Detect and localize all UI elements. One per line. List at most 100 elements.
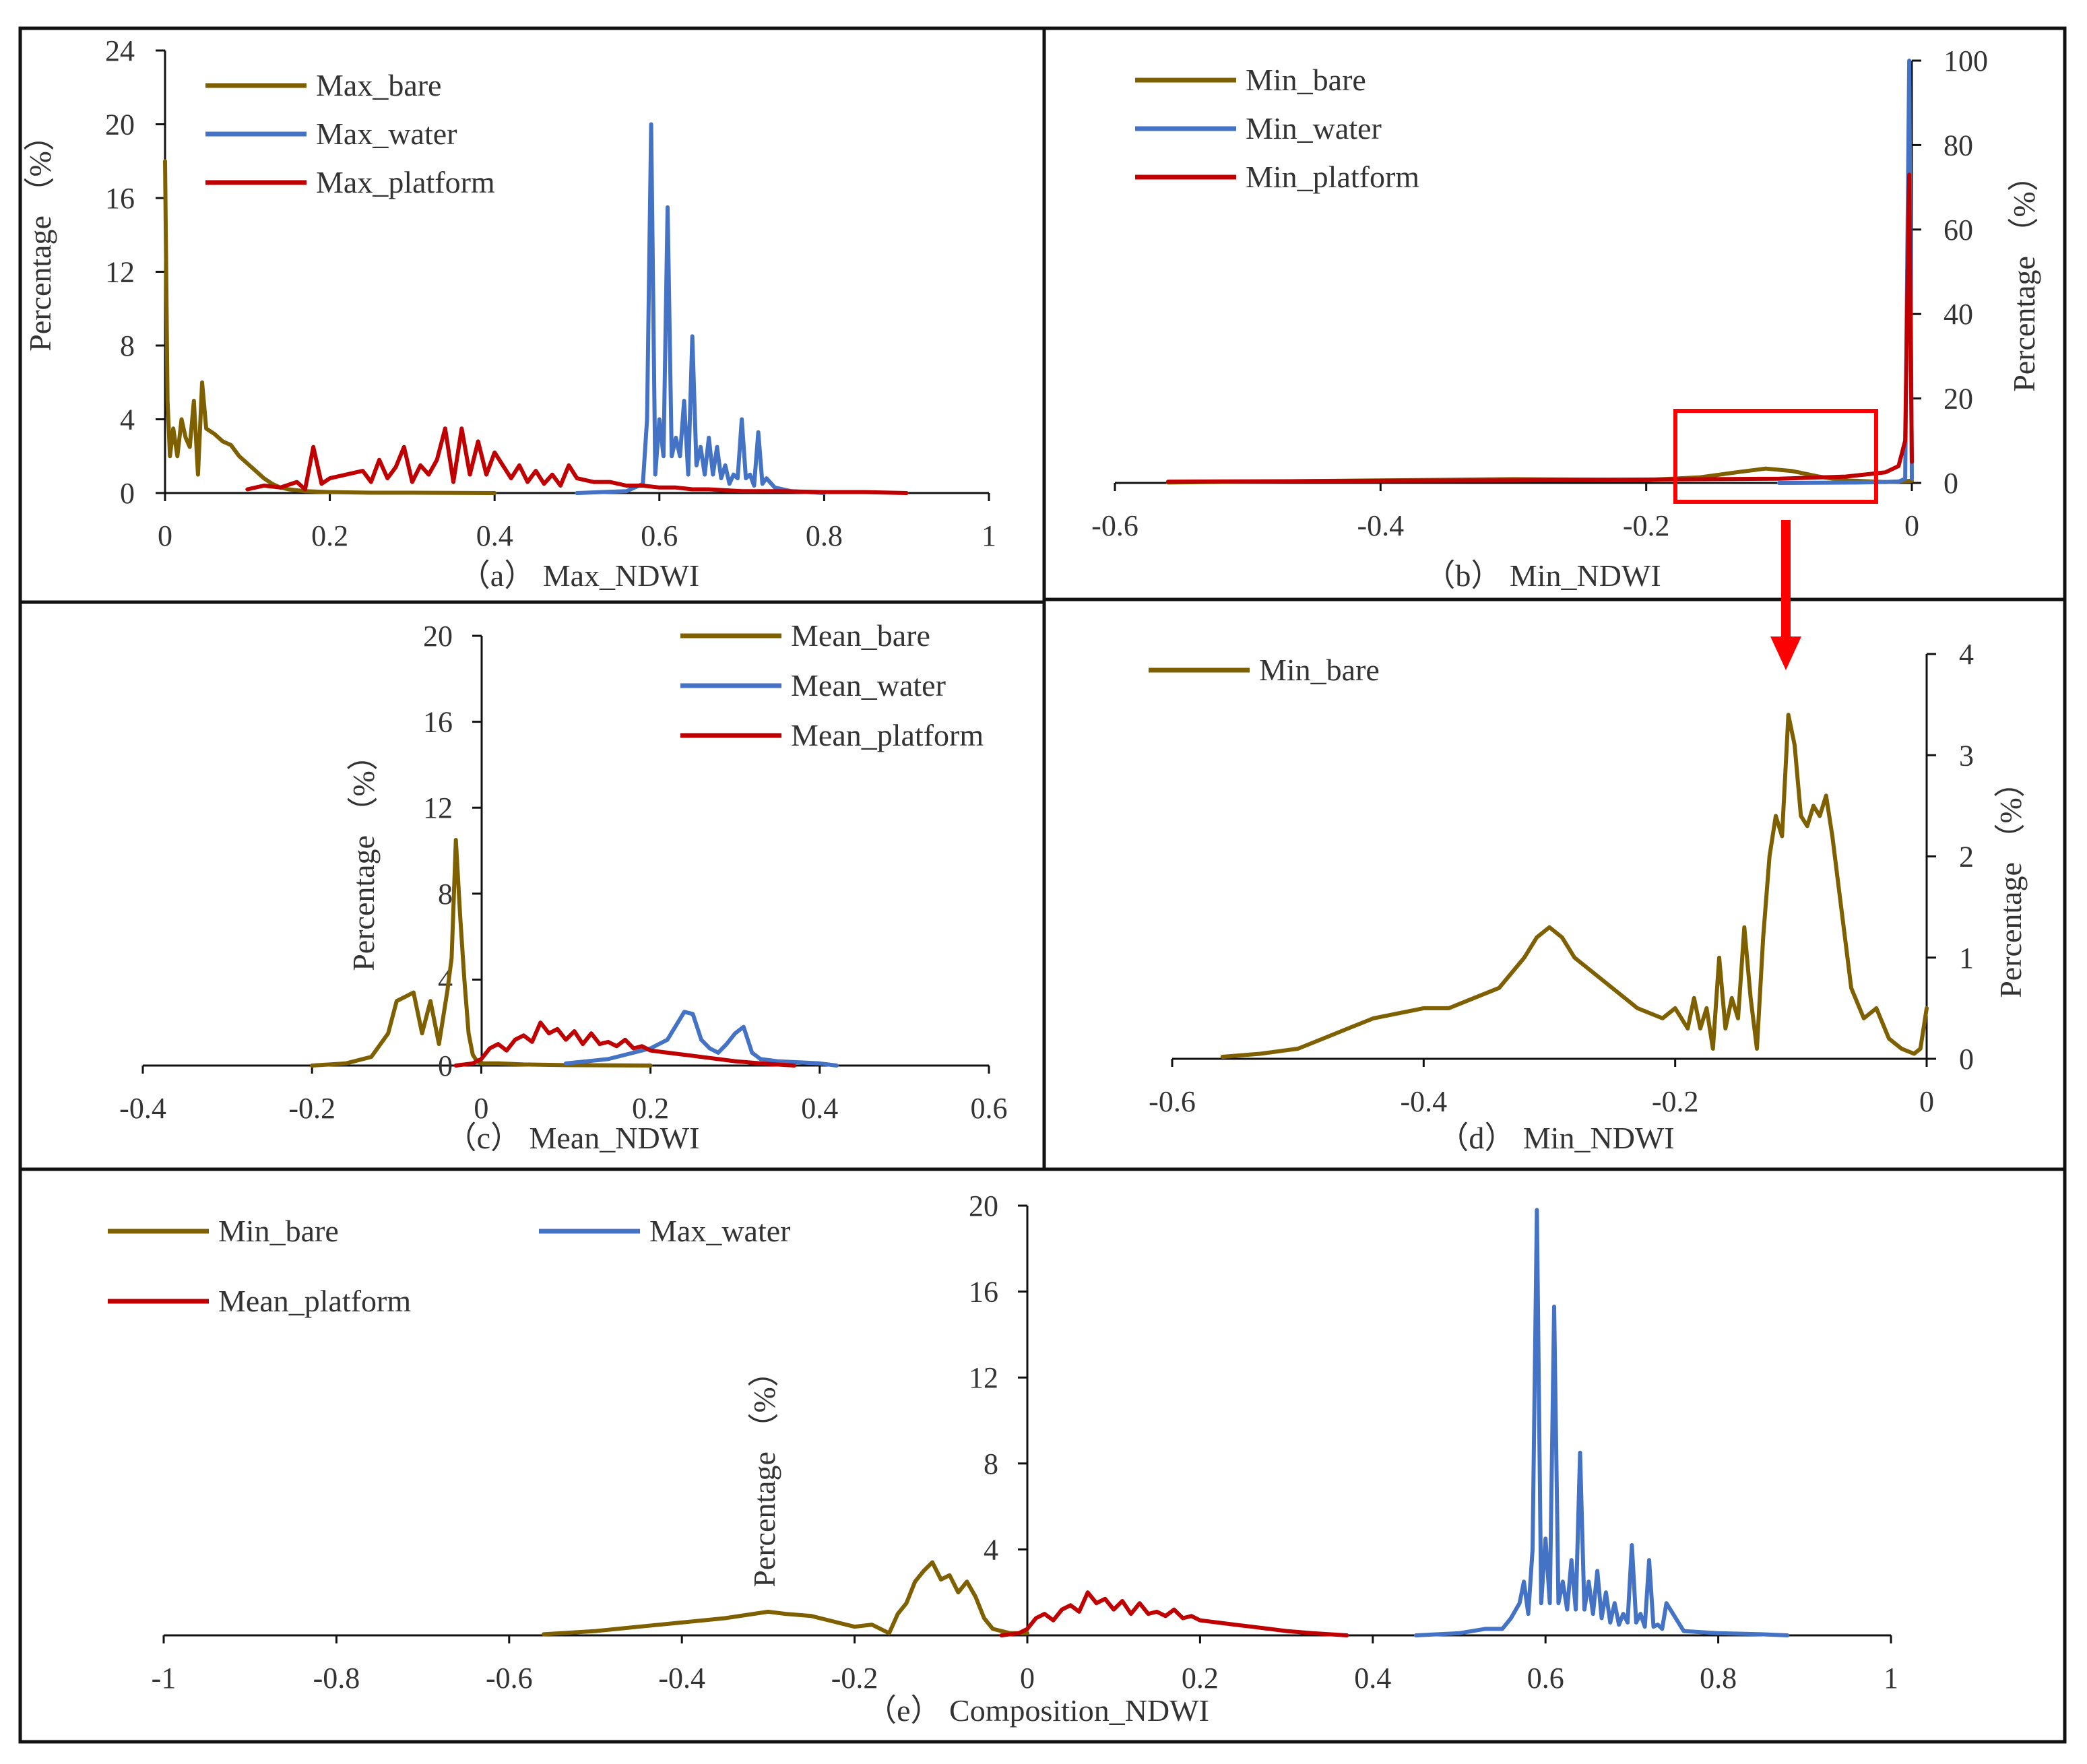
chart-e-y-tick-label: 8 [984,1447,998,1480]
zoom-highlight-box [1673,409,1878,504]
chart-d-min-ndwi-zoom: -0.6 -0.4 -0.2 00 1 2 3 4 Min_bare Percentage （%）… [1149,638,2028,1155]
chart-e-y-tick-label: 12 [969,1361,998,1394]
chart-e-y-tick-label: 4 [984,1533,998,1566]
chart-b-legend-label: Min_water [1246,111,1382,145]
chart-d-caption: （d） Min_NDWI [1438,1121,1674,1155]
chart-b-y-tick-label: 80 [1944,129,1973,162]
chart-c-series-mean-water-line [564,1010,839,1068]
chart-a-series-max-platform-line [245,426,909,495]
chart-b-legend-label: Min_bare [1246,63,1366,97]
chart-a-max-ndwi: 0 0.2 0.4 0.6 0.8 1 0 4 8 12 16 20 24 Max_bare Max_wat… [23,34,996,593]
chart-c-y-tick-label: 8 [438,878,453,911]
chart-e-x-tick-label: -1 [152,1662,176,1695]
chart-c-y-axis-title: Percentage （%） [346,740,381,971]
chart-b-y-axis-title: Percentage （%） [2007,160,2041,392]
chart-c-caption: （c） Mean_NDWI [446,1121,700,1155]
chart-a-legend-label: Max_bare [316,68,441,102]
chart-e-legend-label: Max_water [649,1214,790,1248]
chart-a-y-tick-label: 4 [120,403,135,436]
chart-c-x-tick-label: 0.4 [801,1092,838,1125]
chart-c-x-tick-label: -0.4 [119,1092,166,1125]
chart-e-y-axis-title: Percentage （%） [747,1356,781,1588]
chart-e-x-tick-label: -0.4 [658,1662,705,1695]
chart-c-y-tick-label: 20 [423,620,453,653]
panel-a-border [18,26,1046,604]
chart-b-y-tick-label: 60 [1944,214,1973,247]
chart-e-series-mean-platform-line [999,1590,1349,1637]
chart-d-legend-label: Min_bare [1259,653,1380,687]
chart-b-x-tick-label: -0.2 [1623,509,1670,542]
chart-b-series-min-platform-line [1165,172,1914,484]
chart-b-series-min-water-line [1776,59,1914,485]
chart-b-min-ndwi: -0.6 -0.4 -0.2 00 20 40 60 80 100 Min_bare Min_wat… [1091,44,2041,593]
chart-e-legend-label: Mean_platform [218,1284,411,1318]
chart-a-y-tick-label: 12 [105,256,135,289]
chart-b-x-tick-label: 0 [1904,509,1919,542]
panel-d-border [1042,597,2067,1171]
chart-c-y-tick-label: 12 [423,791,453,824]
chart-d-x-tick-label: 0 [1919,1085,1934,1118]
chart-d-x-tick-label: -0.6 [1149,1085,1196,1118]
chart-e-x-tick-label: 1 [1884,1662,1898,1695]
chart-e-series-min-bare-line [542,1560,1029,1637]
chart-e-x-tick-label: -0.6 [486,1662,533,1695]
chart-a-x-tick-label: 0.4 [476,519,513,552]
zoom-arrow-head [1770,636,1801,670]
chart-d-y-tick-label: 0 [1959,1043,1974,1076]
chart-e-x-tick-label: -0.8 [313,1662,360,1695]
chart-b-y-tick-label: 100 [1944,44,1988,77]
chart-a-x-tick-label: 0.6 [641,519,678,552]
chart-e-series-max-water-line [1413,1208,1790,1637]
chart-d-y-tick-label: 4 [1959,638,1974,671]
panel-e-border [18,1167,2067,1744]
chart-a-y-tick-label: 8 [120,329,135,362]
chart-a-y-axis-title: Percentage （%） [23,120,57,352]
chart-c-x-tick-label: 0.2 [632,1092,669,1125]
chart-c-x-tick-label: 0 [474,1092,488,1125]
chart-e-legend-label: Min_bare [218,1214,339,1248]
chart-c-x-tick-label: -0.2 [288,1092,335,1125]
chart-e-y-tick-label: 20 [969,1189,998,1222]
chart-a-x-tick-label: 0.2 [311,519,348,552]
chart-d-x-tick-label: -0.2 [1652,1085,1699,1118]
chart-b-y-tick-label: 0 [1944,467,1958,500]
chart-c-series-mean-bare-line [310,838,653,1068]
chart-e-x-tick-label: -0.2 [831,1662,878,1695]
chart-a-x-tick-label: 0.8 [806,519,843,552]
chart-a-y-tick-label: 0 [120,477,135,510]
chart-b-legend-label: Min_platform [1246,160,1419,194]
chart-c-legend-label: Mean_bare [791,618,930,653]
chart-d-y-axis-title: Percentage （%） [1993,766,2028,998]
chart-d-y-tick-label: 3 [1959,739,1974,772]
chart-e-x-tick-label: 0 [1020,1662,1035,1695]
chart-e-x-tick-label: 0.6 [1527,1662,1564,1695]
chart-c-legend-label: Mean_platform [791,718,984,752]
chart-a-y-tick-label: 20 [105,108,135,141]
chart-a-x-tick-label: 1 [982,519,996,552]
chart-d-y-tick-label: 2 [1959,841,1974,874]
chart-c-x-tick-label: 0.6 [971,1092,1008,1125]
chart-d-series-min-bare-line [1220,713,1929,1059]
chart-d-x-tick-label: -0.4 [1401,1085,1448,1118]
chart-b-y-tick-label: 20 [1944,383,1973,416]
chart-e-y-tick-label: 16 [969,1276,998,1309]
chart-b-x-tick-label: -0.6 [1091,509,1138,542]
chart-c-series-mean-platform-line [453,1020,797,1068]
chart-a-legend-label: Max_water [316,117,457,151]
chart-c-y-tick-label: 0 [438,1049,453,1082]
chart-a-caption: （a） Max_NDWI [459,558,699,593]
chart-a-legend-label: Max_platform [316,165,495,199]
chart-b-y-tick-label: 40 [1944,298,1973,331]
chart-e-x-tick-label: 0.8 [1700,1662,1737,1695]
chart-a-series-max-bare-line [163,159,497,495]
chart-b-x-tick-label: -0.4 [1357,509,1405,542]
chart-e-composition-ndwi: -1 -0.8 -0.6 -0.4 -0.2 0 0.2 0.4 0.6 0.8 1 4 8 12 16 20… [108,1189,1898,1728]
chart-a-y-tick-label: 16 [105,182,135,215]
chart-c-y-tick-label: 16 [423,706,453,739]
chart-a-series-max-water-line [575,122,827,495]
chart-c-legend-label: Mean_water [791,668,946,703]
chart-e-caption: （e） Composition_NDWI [866,1693,1209,1728]
chart-b-caption: （b） Min_NDWI [1424,558,1661,593]
